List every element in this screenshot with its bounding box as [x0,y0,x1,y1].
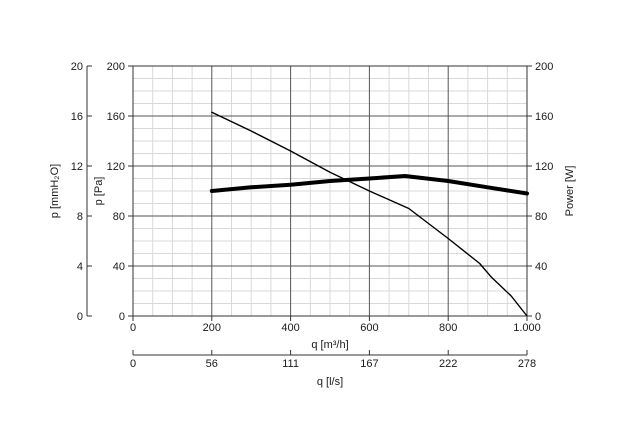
power-curve [209,174,529,196]
series-layer [209,111,529,317]
plot-frame [132,65,528,317]
pressure-mmh2o-tick-label: 20 [71,61,83,73]
flow-m3h-tick-label: 1.000 [513,322,541,334]
flow-ls-tick-label: 222 [439,358,457,370]
pressure-pa-tick-label: 80 [113,211,125,223]
power-tick-label: 200 [535,61,553,73]
flow-ls-tick-label: 167 [360,358,378,370]
flow-ls-tick-label: 0 [130,358,136,370]
pressure-pa-tick-label: 200 [107,61,125,73]
power-tick-label: 120 [535,161,553,173]
pressure-pa-tick-label: 40 [113,261,125,273]
pressure-mmh2o-tick-label: 12 [71,161,83,173]
flow-m3h-tick-label: 200 [203,322,221,334]
y-axis-title-mmh2o: p [mmH₂O] [49,164,61,218]
grid-minor-lines [133,66,527,316]
flow-m3h-tick-label: 400 [281,322,299,334]
pressure-mmh2o-tick-label: 8 [77,211,83,223]
pressure-mmh2o-tick-label: 4 [77,261,83,273]
pressure-mmh2o-tick-label: 16 [71,111,83,123]
axes-layer [86,65,532,356]
secondary-x-axis-title: q [l/s] [317,376,343,388]
pressure-pa-tick-label: 0 [119,311,125,323]
flow-ls-tick-label: 56 [206,358,218,370]
power-tick-label: 40 [535,261,547,273]
flow-m3h-tick-label: 0 [130,322,136,334]
flow-m3h-tick-label: 800 [439,322,457,334]
x-axis-title: q [m³/h] [311,339,348,351]
y-axis-title-pa: p [Pa] [93,177,105,206]
y-axis-title-power: Power [W] [564,166,576,217]
pressure-pa-tick-label: 160 [107,111,125,123]
pressure-pa-tick-label: 120 [107,161,125,173]
power-tick-label: 0 [535,311,541,323]
pressure-mmh2o-tick-label: 0 [77,311,83,323]
power-tick-label: 80 [535,211,547,223]
flow-m3h-tick-label: 600 [360,322,378,334]
flow-ls-tick-label: 111 [282,358,299,370]
pressure-curve [211,111,528,317]
flow-ls-tick-label: 278 [518,358,536,370]
power-tick-label: 160 [535,111,553,123]
